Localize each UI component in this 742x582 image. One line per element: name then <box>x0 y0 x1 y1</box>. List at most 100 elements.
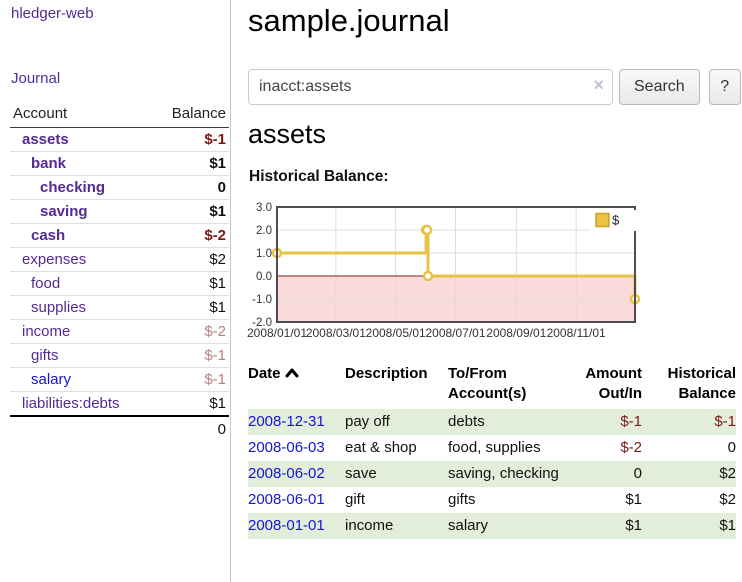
chart-title: Historical Balance: <box>249 168 389 185</box>
account-balance: $1 <box>209 395 226 412</box>
account-row: saving $1 <box>10 199 229 223</box>
account-link[interactable]: gifts <box>31 347 59 364</box>
transaction-amount: $-2 <box>620 439 642 456</box>
account-link[interactable]: checking <box>40 179 106 196</box>
account-row: assets $-1 <box>10 128 229 151</box>
date-column-header: Date <box>248 362 345 409</box>
transaction-amount: $-1 <box>620 413 642 430</box>
y-axis-tick-label: 2.0 <box>256 225 272 237</box>
account-link[interactable]: salary <box>31 371 72 388</box>
account-balance: $-2 <box>204 323 226 340</box>
register-row: 2008-06-03 eat & shop food, supplies $-2 0 <box>248 435 736 461</box>
y-axis-tick-label: 0.0 <box>256 271 272 283</box>
account-heading: assets <box>248 119 327 149</box>
transaction-description: income <box>345 517 394 534</box>
chart-border <box>276 206 636 323</box>
account-balance: $1 <box>209 203 226 220</box>
account-link[interactable]: assets <box>22 131 69 148</box>
transaction-description: pay off <box>345 413 390 430</box>
transaction-date-link[interactable]: 2008-12-31 <box>248 413 325 430</box>
account-row: food $1 <box>10 271 229 295</box>
account-row: expenses $2 <box>10 247 229 271</box>
transaction-balance: $-1 <box>714 413 736 430</box>
account-link[interactable]: supplies <box>31 299 87 316</box>
x-axis-tick-label: 2008/01/01 <box>247 326 307 340</box>
transaction-balance: $1 <box>719 517 736 534</box>
transaction-amount: 0 <box>633 465 642 482</box>
sort-ascending-icon <box>285 365 299 385</box>
transaction-description: eat & shop <box>345 439 417 456</box>
transaction-accounts: saving, checking <box>448 465 559 482</box>
app-brand-link[interactable]: hledger-web <box>11 5 94 22</box>
sidebar-item-journal[interactable]: Journal <box>11 70 61 87</box>
transaction-description: gift <box>345 491 366 508</box>
amount-column-header: Amount Out/In <box>585 365 642 402</box>
transaction-date-link[interactable]: 2008-06-01 <box>248 491 325 508</box>
chart-data-point <box>421 224 433 236</box>
account-row: income $-2 <box>10 319 229 343</box>
account-link[interactable]: food <box>31 275 61 292</box>
account-link[interactable]: expenses <box>22 251 87 268</box>
account-column-header: Account <box>13 105 68 122</box>
account-balance: $-1 <box>204 371 226 388</box>
transaction-amount: $1 <box>625 517 642 534</box>
account-link[interactable]: bank <box>31 155 67 172</box>
transaction-balance: $2 <box>719 465 736 482</box>
account-balance: $1 <box>209 155 226 172</box>
transaction-description: save <box>345 465 377 482</box>
transaction-accounts: debts <box>448 413 485 430</box>
accounts-total-row: 0 <box>10 415 229 442</box>
transaction-balance: $2 <box>719 491 736 508</box>
accounts-total-value: 0 <box>217 421 226 438</box>
accounts-table-header: Account Balance <box>10 103 229 128</box>
accounts-table: Account Balance assets $-1 bank $1 checking 0… <box>10 103 229 442</box>
account-link[interactable]: cash <box>31 227 66 244</box>
description-column-header: Description <box>345 365 428 382</box>
x-axis-tick-label: 2008/03/01 <box>306 326 366 340</box>
x-axis-tick-label: 2008/09/01 <box>486 326 546 340</box>
account-row: supplies $1 <box>10 295 229 319</box>
account-balance: $-1 <box>204 131 226 148</box>
x-axis-tick-label: 2008/11/01 <box>547 326 606 340</box>
account-link[interactable]: income <box>22 323 71 340</box>
transaction-accounts: food, supplies <box>448 439 541 456</box>
transaction-date-link[interactable]: 2008-06-03 <box>248 439 325 456</box>
legend-swatch-icon <box>595 212 610 228</box>
x-axis-tick-label: 2008/05/01 <box>366 326 426 340</box>
account-link[interactable]: saving <box>40 203 88 220</box>
account-row: cash $-2 <box>10 223 229 247</box>
account-balance: $-1 <box>204 347 226 364</box>
sidebar: hledger-web Journal Account Balance asse… <box>0 0 231 582</box>
account-link[interactable]: liabilities:debts <box>22 395 120 412</box>
search-input-wrapper: × <box>248 69 613 105</box>
balance-column-header-register: Historical Balance <box>667 365 736 402</box>
account-balance: $2 <box>209 251 226 268</box>
transaction-amount: $1 <box>625 491 642 508</box>
balance-column-header: Balance <box>171 105 226 122</box>
accounts-rows: assets $-1 bank $1 checking 0 saving $1 cash $-2 e… <box>10 128 229 415</box>
search-input[interactable] <box>248 69 613 105</box>
account-row: liabilities:debts $1 <box>10 391 229 415</box>
y-axis-tick-label: 3.0 <box>256 202 272 214</box>
clear-search-icon[interactable]: × <box>593 75 604 95</box>
account-balance: $1 <box>209 299 226 316</box>
register-row: 2008-06-02 save saving, checking 0 $2 <box>248 461 736 487</box>
register-table: Date Description To/From Account(s) Amou… <box>248 362 736 539</box>
x-axis-tick-label: 2008/07/01 <box>425 326 485 340</box>
register-row: 2008-01-01 income salary $1 $1 <box>248 513 736 539</box>
search-bar: × Search ? <box>248 69 741 105</box>
help-button[interactable]: ? <box>708 69 741 105</box>
transaction-date-link[interactable]: 2008-01-01 <box>248 517 325 534</box>
y-axis-tick-label: 1.0 <box>256 248 272 260</box>
account-balance: $-2 <box>204 227 226 244</box>
chart-data-point <box>422 270 434 282</box>
transaction-balance: 0 <box>727 439 736 456</box>
y-axis-tick-label: -1.0 <box>252 294 272 306</box>
transaction-accounts: salary <box>448 517 489 534</box>
page-title: sample.journal <box>248 3 450 38</box>
search-button[interactable]: Search <box>619 69 700 105</box>
transaction-date-link[interactable]: 2008-06-02 <box>248 465 325 482</box>
account-row: gifts $-1 <box>10 343 229 367</box>
register-row: 2008-06-01 gift gifts $1 $2 <box>248 487 736 513</box>
